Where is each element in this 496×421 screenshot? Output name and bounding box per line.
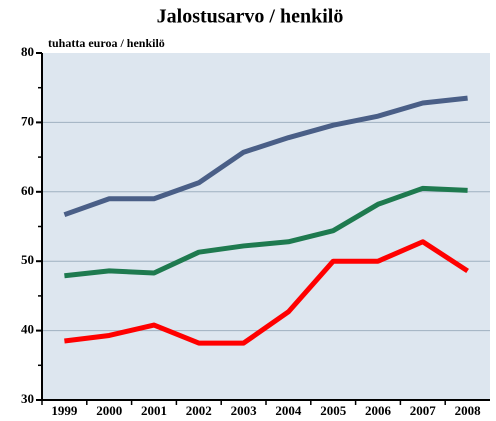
plot-area bbox=[42, 53, 490, 400]
y-tick-label: 80 bbox=[21, 44, 34, 59]
x-tick-label: 2005 bbox=[320, 403, 347, 418]
line bbox=[64, 185, 468, 279]
y-tick-label: 60 bbox=[21, 183, 34, 198]
chart-title: Jalostusarvo / henkilö bbox=[157, 6, 344, 28]
y-tick-label: 50 bbox=[21, 252, 34, 267]
y-tick-label: 70 bbox=[21, 113, 34, 128]
line bbox=[63, 95, 468, 218]
x-tick-label: 2000 bbox=[96, 403, 122, 418]
y-axis-label: tuhatta euroa / henkilö bbox=[48, 36, 165, 50]
line bbox=[64, 239, 469, 346]
x-tick-label: 2004 bbox=[275, 403, 302, 418]
x-tick-label: 2008 bbox=[455, 403, 482, 418]
x-tick-label: 2001 bbox=[141, 403, 167, 418]
y-tick-label: 30 bbox=[21, 391, 34, 406]
x-tick-label: 2006 bbox=[365, 403, 392, 418]
x-tick-label: 1999 bbox=[51, 403, 78, 418]
x-tick-label: 2002 bbox=[186, 403, 212, 418]
y-tick-label: 40 bbox=[21, 322, 34, 337]
x-tick-label: 2003 bbox=[231, 403, 258, 418]
x-tick-label: 2007 bbox=[410, 403, 437, 418]
